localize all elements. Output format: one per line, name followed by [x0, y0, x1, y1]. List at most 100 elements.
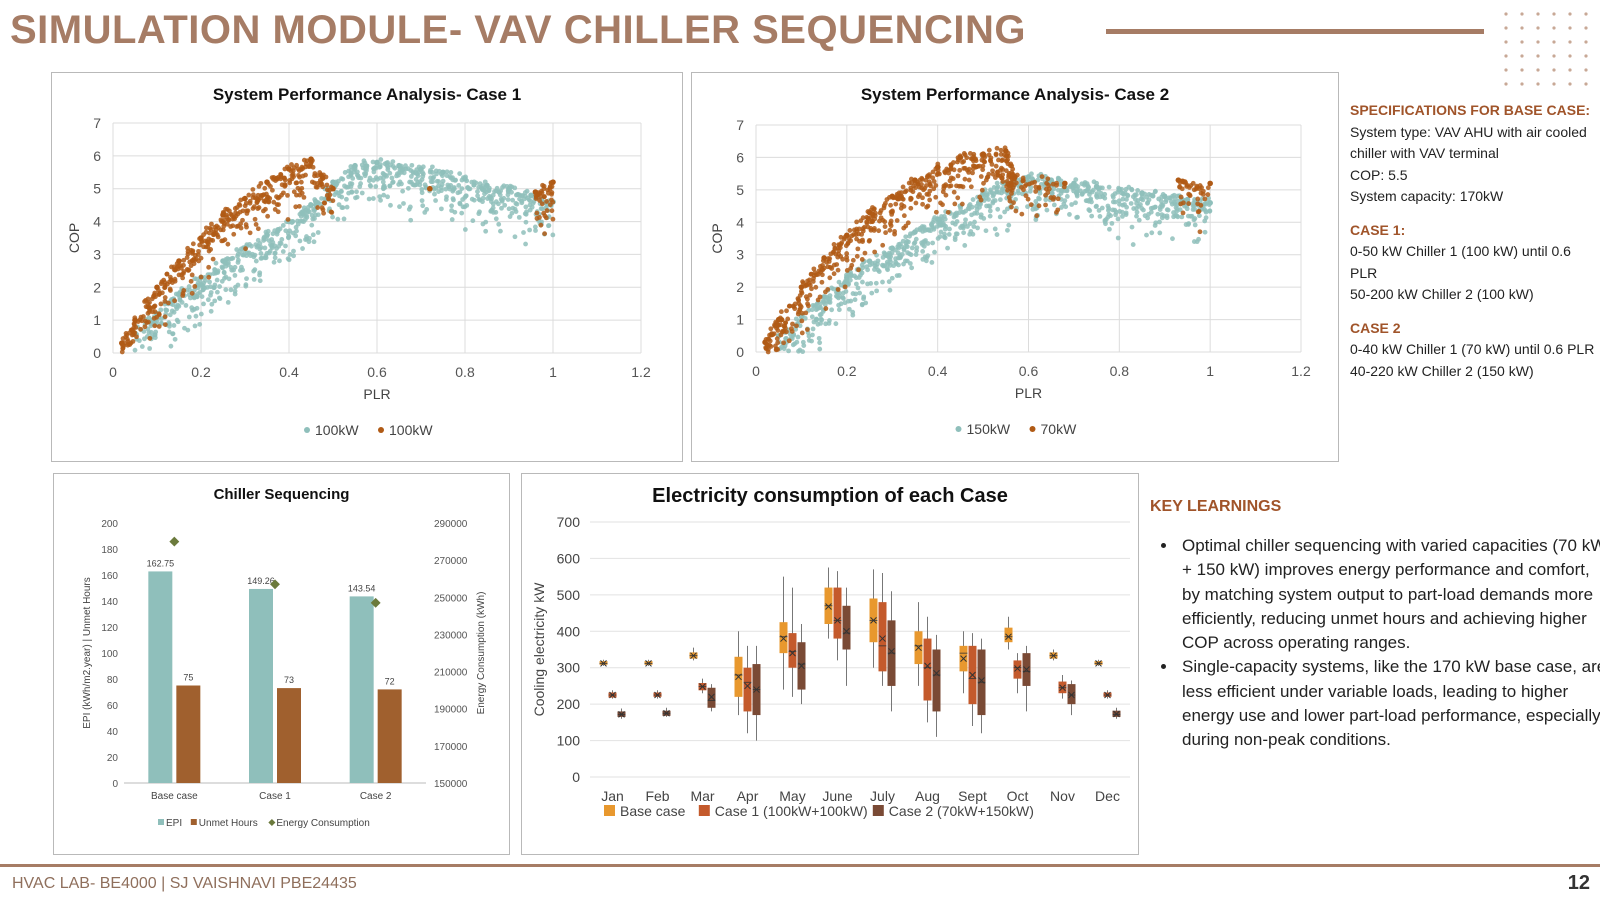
scatter-point: [897, 241, 903, 247]
decor-dot: [1568, 26, 1572, 30]
x-axis-label: PLR: [1015, 385, 1042, 401]
box-mean-marker: [798, 662, 805, 670]
scatter-point: [289, 220, 295, 225]
scatter-point: [196, 248, 201, 254]
scatter-point: [457, 171, 463, 177]
spec-line: System capacity: 170kW: [1350, 188, 1504, 204]
scatter-point: [270, 239, 276, 245]
scatter-point: [354, 189, 359, 195]
scatter-point: [168, 343, 174, 349]
bar-value-label: 72: [385, 676, 395, 686]
scatter-point: [1009, 204, 1014, 210]
scatter-point: [880, 217, 886, 223]
scatter-point: [819, 279, 825, 285]
spec-line: System type: VAV AHU with air cooled chi…: [1350, 123, 1587, 162]
scatter-point: [1157, 230, 1163, 236]
box-mean-marker: [600, 659, 607, 667]
scatter-point: [1125, 192, 1130, 198]
scatter-point: [972, 219, 977, 225]
scatter-point: [286, 166, 292, 172]
legend-marker: [268, 818, 276, 827]
scatter-point: [278, 172, 284, 178]
scatter-point: [860, 226, 866, 231]
legend-label: 100kW: [315, 422, 359, 438]
decor-dot: [1584, 12, 1588, 16]
scatter-point: [512, 185, 518, 191]
case2-heading: CASE 2: [1350, 319, 1401, 336]
scatter-point: [846, 306, 852, 312]
scatter-point: [797, 306, 803, 312]
scatter-point: [901, 213, 907, 219]
scatter-point: [859, 231, 865, 237]
scatter-point: [960, 225, 966, 231]
scatter-point: [1197, 213, 1202, 219]
scatter-point: [523, 204, 529, 210]
box-body: [932, 649, 941, 712]
scatter-point: [884, 265, 890, 271]
x-tick-label: Dec: [1095, 788, 1120, 804]
scatter-point: [308, 159, 314, 165]
scatter-point: [279, 192, 284, 198]
scatter-point: [385, 167, 391, 173]
scatter-point: [1059, 205, 1064, 210]
scatter-point: [844, 268, 850, 273]
box-body: [779, 622, 788, 654]
scatter-point: [427, 185, 433, 192]
specifications: SPECIFICATIONS FOR BASE CASE: System typ…: [1350, 100, 1595, 382]
scatter-point: [444, 194, 449, 200]
scatter-point: [309, 179, 315, 185]
y-tick-label: 80: [107, 675, 119, 686]
scatter-point: [1164, 215, 1170, 221]
y-tick-label: 6: [93, 148, 101, 164]
y-tick-label: 0: [112, 779, 118, 790]
scatter-point: [319, 205, 325, 211]
key-learning-item: Optimal chiller sequencing with varied c…: [1178, 534, 1600, 655]
scatter-point: [275, 209, 281, 215]
scatter-point: [301, 205, 307, 211]
scatter-point: [1174, 206, 1180, 212]
scatter-point: [990, 168, 995, 174]
scatter-point: [982, 154, 988, 160]
scatter-point: [815, 321, 821, 327]
scatter-point: [855, 285, 861, 291]
scatter-point: [1103, 221, 1108, 227]
scatter-point: [1132, 196, 1138, 202]
scatter-point: [505, 192, 511, 198]
series-brown: [762, 145, 1213, 355]
scatter-point: [164, 271, 170, 277]
scatter-point: [317, 170, 323, 175]
scatter-point: [977, 194, 983, 200]
page-title: SIMULATION MODULE- VAV CHILLER SEQUENCIN…: [10, 8, 1027, 52]
scatter-point: [913, 200, 919, 206]
scatter-point: [1153, 188, 1158, 194]
scatter-point: [1194, 239, 1200, 245]
decor-dot: [1536, 82, 1540, 86]
scatter-point: [275, 195, 281, 201]
scatter-point: [1123, 186, 1129, 192]
scatter-point: [874, 288, 880, 294]
scatter-point: [224, 214, 230, 220]
scatter-point: [315, 230, 321, 235]
scatter-point: [310, 232, 316, 238]
y-tick-label: 40: [107, 727, 119, 738]
scatter-point: [1094, 203, 1099, 209]
scatter-point: [182, 325, 187, 331]
scatter-point: [825, 264, 831, 270]
scatter-point: [773, 323, 779, 329]
scatter-point: [945, 245, 950, 251]
scatter-point: [309, 222, 315, 228]
scatter-point: [964, 155, 970, 161]
scatter-point: [817, 340, 823, 346]
scatter-point: [397, 179, 403, 185]
scatter-point: [1205, 192, 1211, 197]
scatter-point: [961, 151, 967, 156]
scatter-point: [912, 180, 918, 186]
scatter-point: [234, 247, 240, 252]
scatter-point: [1086, 184, 1092, 190]
scatter-point: [767, 332, 772, 338]
scatter-point: [401, 201, 406, 206]
scatter-point: [162, 322, 168, 327]
box-body: [1067, 684, 1076, 705]
scatter-point: [848, 265, 854, 271]
box-body: [1004, 627, 1013, 643]
